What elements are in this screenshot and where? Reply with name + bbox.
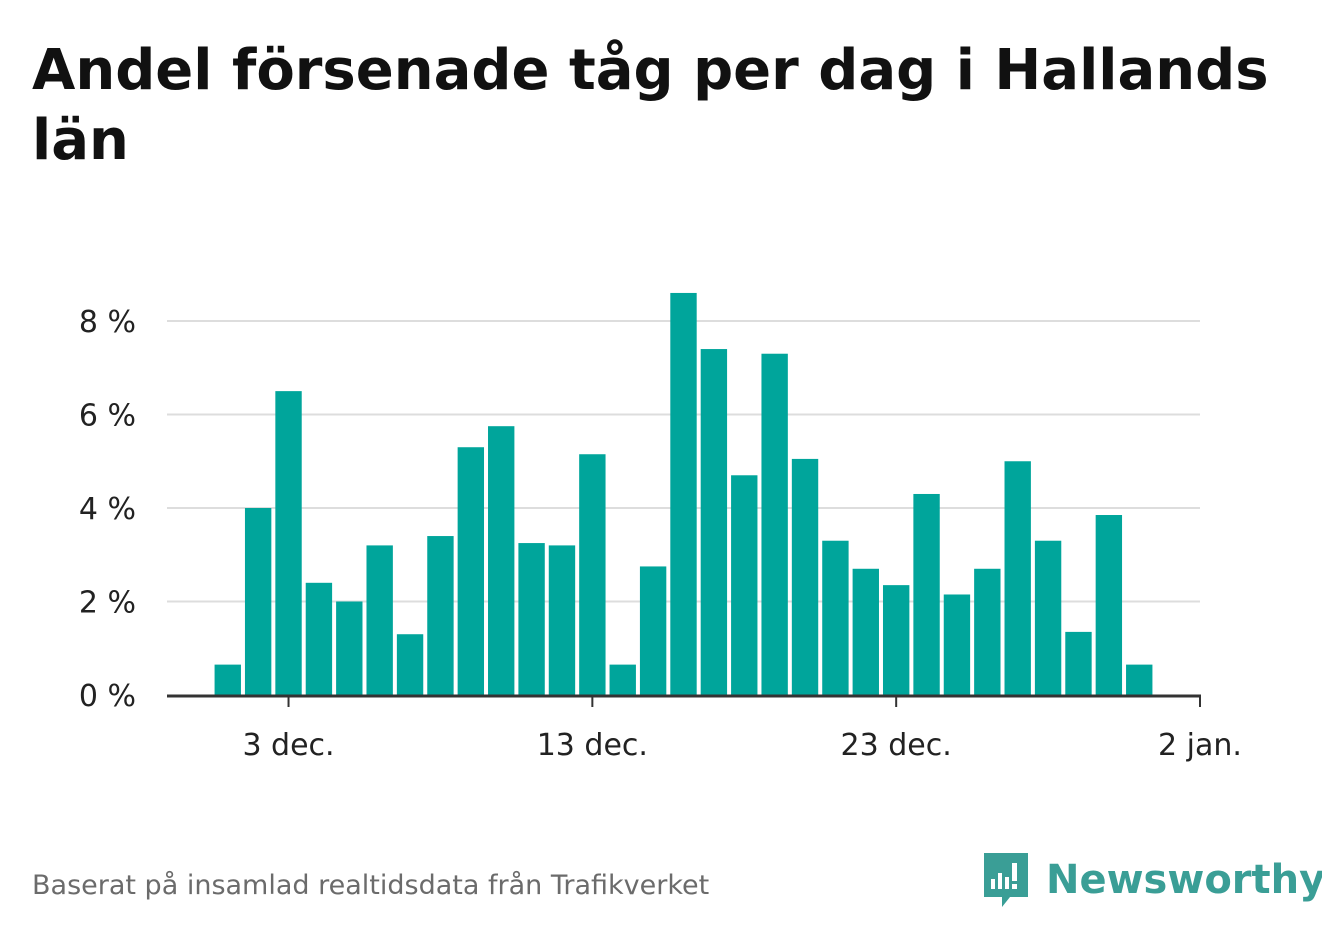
- bar: [1004, 461, 1031, 695]
- bar: [579, 454, 606, 695]
- bar: [761, 353, 788, 695]
- bar: [396, 634, 424, 695]
- x-axis: [167, 694, 1201, 707]
- bar: [791, 458, 819, 695]
- x-axis-labels: 3 dec. 13 dec. 23 dec. 2 jan.: [242, 728, 1242, 763]
- bar: [275, 391, 302, 695]
- chart-title: Andel försenade tåg per dag i Hallands l…: [32, 38, 1269, 173]
- bar: [1126, 664, 1153, 695]
- x-tick-label: 2 jan.: [1158, 728, 1242, 763]
- brand-logo[interactable]: Newsworthy: [980, 848, 1322, 912]
- source-note: Baserat på insamlad realtidsdata från Tr…: [32, 870, 710, 901]
- bar: [700, 349, 728, 695]
- bar: [488, 426, 515, 695]
- bar: [214, 664, 241, 695]
- bar: [822, 540, 849, 695]
- bars: [214, 292, 1153, 695]
- x-tick-label: 13 dec.: [537, 728, 648, 763]
- bar: [548, 545, 576, 695]
- bar: [305, 582, 333, 695]
- y-tick-label: 2 %: [79, 586, 136, 621]
- bar: [913, 493, 940, 695]
- x-tick-label: 3 dec.: [242, 728, 334, 763]
- y-tick-label: 4 %: [79, 492, 136, 527]
- bar: [1095, 515, 1123, 695]
- y-tick-label: 0 %: [79, 679, 136, 714]
- newsworthy-logo-icon: [984, 853, 1028, 907]
- bar: [427, 536, 454, 695]
- bar: [731, 475, 758, 695]
- bar: [244, 508, 272, 695]
- bar: [609, 664, 636, 695]
- bar: [974, 568, 1001, 695]
- bar: [1034, 540, 1062, 695]
- bar: [457, 447, 485, 695]
- x-tick-label: 23 dec.: [841, 728, 952, 763]
- y-tick-label: 6 %: [79, 399, 136, 434]
- bar: [518, 543, 545, 695]
- bar: [639, 566, 667, 695]
- bar: [852, 568, 879, 695]
- bar: [366, 545, 393, 695]
- y-axis-labels: 0 % 2 % 4 % 6 % 8 %: [79, 305, 136, 714]
- brand-name: Newsworthy: [1046, 857, 1322, 903]
- bar: [336, 601, 363, 695]
- y-tick-label: 8 %: [79, 305, 136, 340]
- bar: [882, 585, 910, 695]
- bar: [943, 594, 971, 695]
- bar: [1065, 631, 1092, 695]
- bar: [670, 292, 697, 695]
